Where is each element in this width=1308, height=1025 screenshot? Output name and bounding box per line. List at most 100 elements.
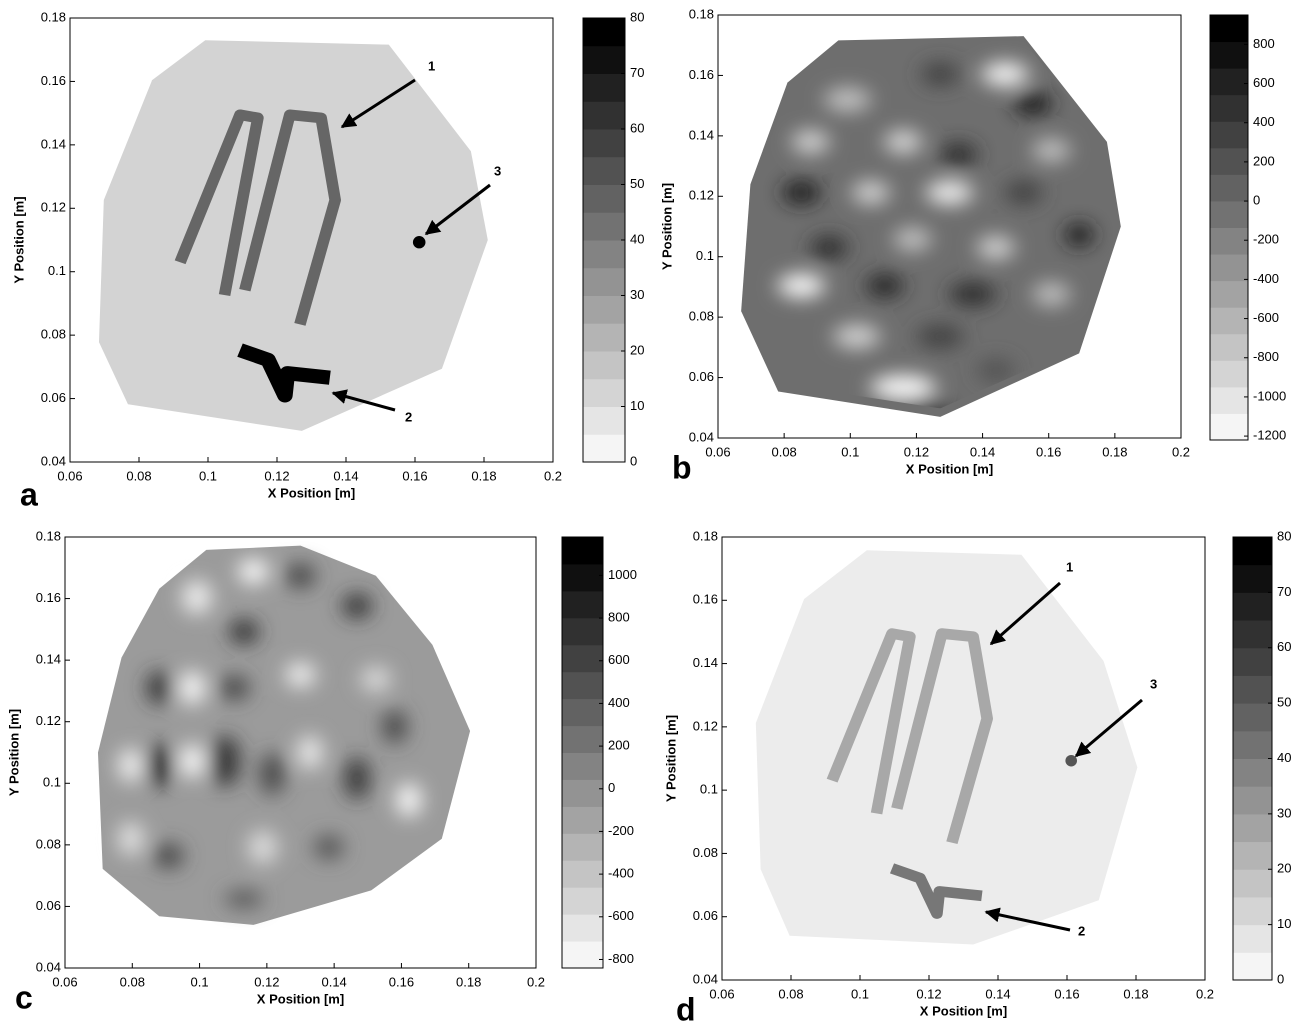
y-tick-label: 0.18 (693, 528, 718, 543)
y-tick-label: 0.06 (41, 390, 66, 405)
colorbar-band (562, 806, 603, 833)
annotation: 2 (405, 409, 412, 424)
x-tick-label: 0.2 (1196, 986, 1214, 1001)
y-tick-label: 0.1 (696, 248, 714, 263)
x-tick-label: 0.16 (1054, 986, 1079, 1001)
panel-label: a (20, 476, 38, 512)
y-tick-label: 0.14 (693, 655, 718, 670)
y-tick-label: 0.04 (693, 971, 718, 986)
annotation: 2 (1078, 923, 1085, 938)
colorbar-band (562, 618, 603, 645)
colorbar-band (1233, 648, 1272, 676)
x-tick-label: 0.14 (985, 986, 1010, 1001)
x-tick-label: 0.1 (199, 468, 217, 483)
field-c (98, 546, 470, 925)
colorbar-tick-label: 400 (608, 695, 630, 710)
y-axis-label: Y Position [m] (6, 709, 21, 796)
y-tick-label: 0.1 (43, 775, 61, 790)
colorbar-band (583, 323, 625, 351)
x-tick-label: 0.1 (851, 986, 869, 1001)
colorbar-tick-label: 600 (1253, 75, 1275, 90)
x-tick-label: 0.1 (841, 444, 859, 459)
colorbar-tick-label: 600 (608, 652, 630, 667)
y-tick-label: 0.06 (36, 898, 61, 913)
colorbar-band (583, 434, 625, 462)
colorbar-tick-label: -400 (1253, 271, 1279, 286)
y-tick-label: 0.04 (36, 959, 61, 974)
x-tick-label: 0.06 (705, 444, 730, 459)
annotation: 1 (428, 58, 435, 73)
y-tick-label: 0.1 (48, 263, 66, 278)
annotation: 3 (494, 163, 501, 178)
x-tick-label: 0.18 (471, 468, 496, 483)
x-tick-label: 0.12 (916, 986, 941, 1001)
x-tick-label: 0.08 (778, 986, 803, 1001)
x-tick-label: 0.14 (321, 974, 346, 989)
x-tick-label: 0.18 (1123, 986, 1148, 1001)
colorbar-band (1233, 731, 1272, 759)
x-tick-label: 0.06 (709, 986, 734, 1001)
colorbar-tick-label: 800 (1253, 36, 1275, 51)
x-tick-label: 0.2 (1172, 444, 1190, 459)
colorbar-band (1233, 786, 1272, 814)
colorbar-band (583, 268, 625, 296)
x-tick-label: 0.2 (527, 974, 545, 989)
colorbar-band (583, 351, 625, 379)
colorbar-tick-label: -600 (608, 908, 634, 923)
colorbar-band (1233, 842, 1272, 870)
colorbar-tick-label: 80 (630, 9, 644, 24)
colorbar-tick-label: 800 (608, 610, 630, 625)
colorbar-band (583, 101, 625, 129)
colorbar-band (1233, 869, 1272, 897)
y-tick-label: 0.12 (693, 718, 718, 733)
colorbar-band (1210, 42, 1248, 69)
colorbar-band (583, 240, 625, 268)
y-tick-label: 0.18 (689, 6, 714, 21)
colorbar-tick-label: 60 (1277, 639, 1291, 654)
colorbar-tick-label: 10 (630, 398, 644, 413)
y-tick-label: 0.06 (693, 908, 718, 923)
x-axis-label: X Position [m] (257, 991, 344, 1006)
y-tick-label: 0.12 (36, 713, 61, 728)
panel-label: b (672, 449, 692, 485)
colorbar-band (1210, 174, 1248, 201)
colorbar-tick-label: -1200 (1253, 428, 1286, 443)
y-tick-label: 0.16 (693, 592, 718, 607)
colorbar-band (1233, 620, 1272, 648)
colorbar-band (562, 672, 603, 699)
colorbar-tick-label: 20 (630, 342, 644, 357)
colorbar-band (583, 212, 625, 240)
colorbar-band (1210, 201, 1248, 228)
colorbar-band (583, 379, 625, 407)
x-axis-label: X Position [m] (920, 1003, 1007, 1018)
y-tick-label: 0.18 (41, 9, 66, 24)
colorbar-tick-label: -200 (1253, 232, 1279, 247)
colorbar-band (583, 46, 625, 74)
x-tick-label: 0.18 (456, 974, 481, 989)
y-tick-label: 0.04 (41, 453, 66, 468)
colorbar-band (1233, 537, 1272, 565)
x-axis-label: X Position [m] (268, 485, 355, 500)
field-a (99, 40, 488, 431)
field-b (741, 36, 1121, 417)
colorbar-band (583, 407, 625, 435)
colorbar-tick-label: 30 (630, 287, 644, 302)
colorbar-band (1210, 307, 1248, 334)
colorbar-band (583, 185, 625, 213)
y-tick-label: 0.08 (41, 327, 66, 342)
colorbar-tick-label: -800 (608, 951, 634, 966)
panel-label: c (15, 979, 33, 1015)
colorbar-band (1233, 897, 1272, 925)
colorbar-tick-label: 20 (1277, 861, 1291, 876)
colorbar-band (583, 74, 625, 102)
x-tick-label: 0.06 (57, 468, 82, 483)
x-tick-label: 0.16 (389, 974, 414, 989)
y-axis-label: Y Position [m] (663, 715, 678, 802)
colorbar-tick-label: 40 (1277, 750, 1291, 765)
colorbar-tick-label: 60 (630, 120, 644, 135)
colorbar-band (562, 726, 603, 753)
colorbar-band (562, 941, 603, 968)
colorbar-band (1210, 148, 1248, 175)
colorbar-band (1210, 334, 1248, 361)
colorbar-tick-label: 50 (630, 176, 644, 191)
